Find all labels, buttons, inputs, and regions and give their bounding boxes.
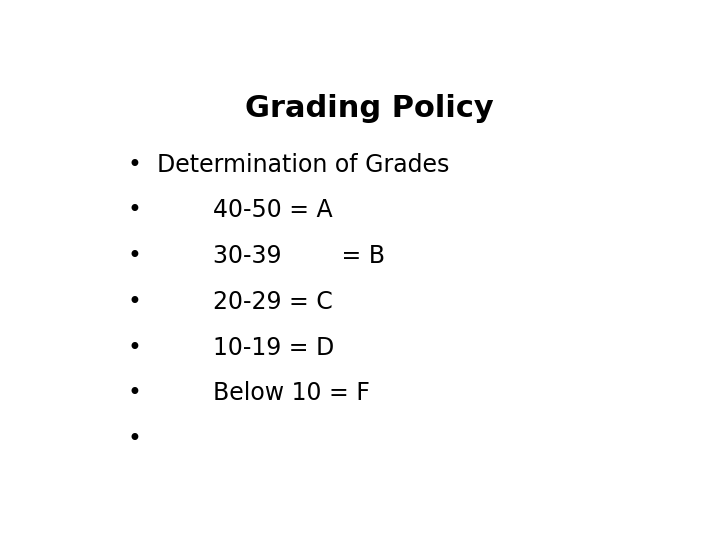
Text: 40-50 = A: 40-50 = A bbox=[213, 198, 333, 222]
Text: •: • bbox=[127, 153, 142, 177]
Text: 20-29 = C: 20-29 = C bbox=[213, 290, 333, 314]
Text: •: • bbox=[127, 427, 142, 451]
Text: Determination of Grades: Determination of Grades bbox=[157, 153, 449, 177]
Text: •: • bbox=[127, 198, 142, 222]
Text: 10-19 = D: 10-19 = D bbox=[213, 335, 334, 360]
Text: Below 10 = F: Below 10 = F bbox=[213, 381, 369, 406]
Text: •: • bbox=[127, 381, 142, 406]
Text: Grading Policy: Grading Policy bbox=[245, 94, 493, 123]
Text: •: • bbox=[127, 244, 142, 268]
Text: •: • bbox=[127, 290, 142, 314]
Text: •: • bbox=[127, 335, 142, 360]
Text: 30-39        = B: 30-39 = B bbox=[213, 244, 384, 268]
